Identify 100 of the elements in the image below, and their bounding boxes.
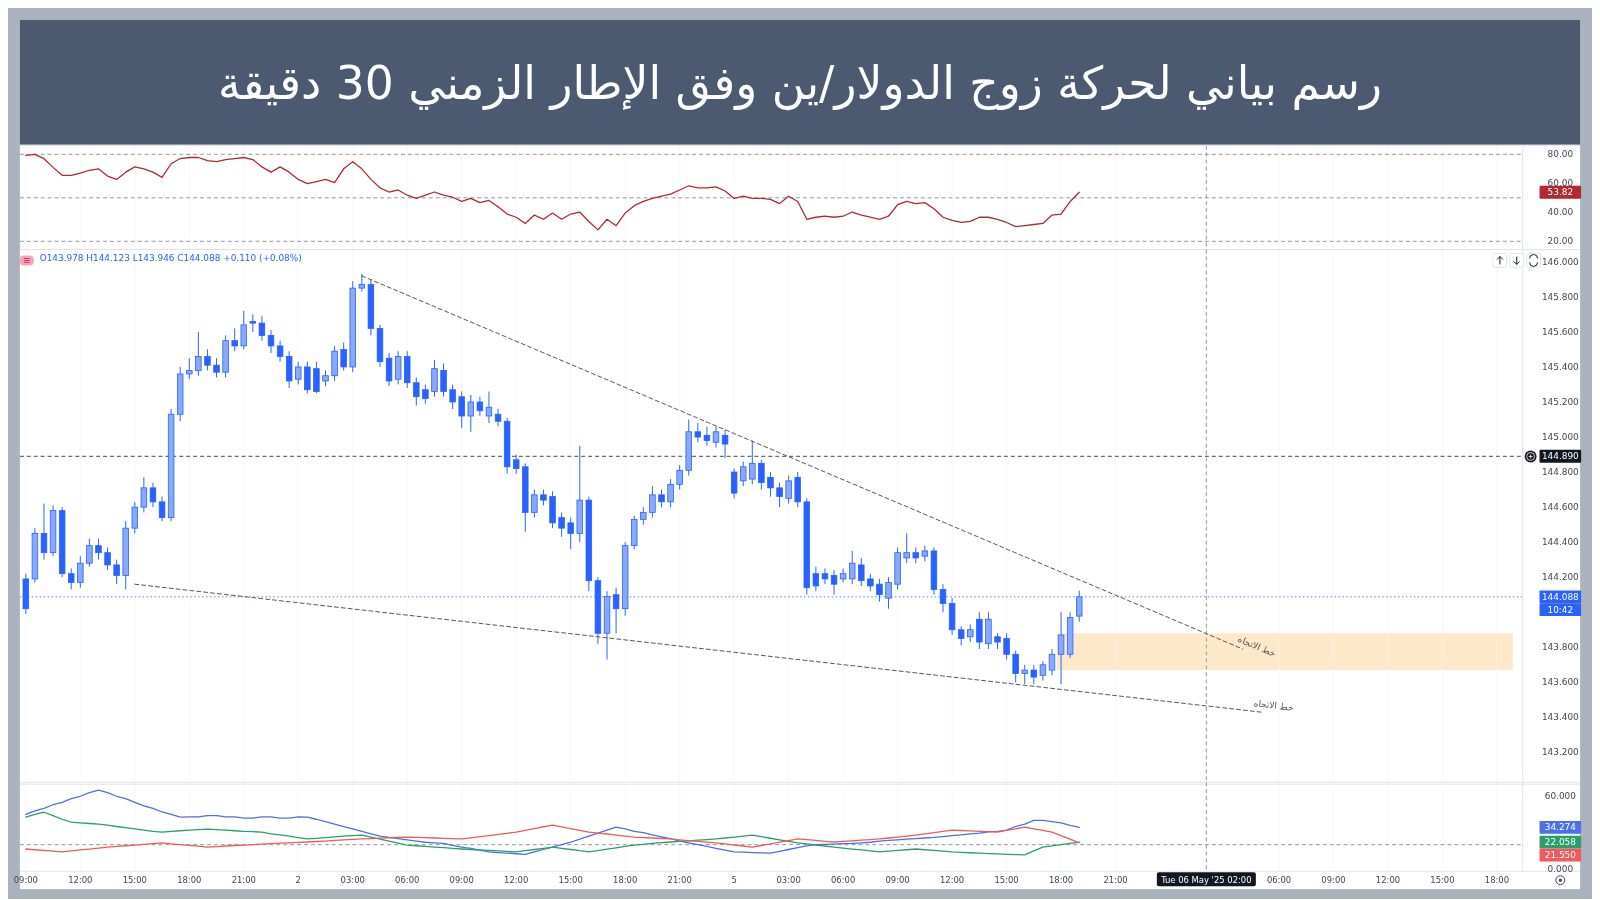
candlestick [104,546,111,571]
candlestick [476,396,484,417]
y-tick-label: 20.00 [1547,236,1574,247]
candlestick [1039,660,1047,682]
line-series [25,824,1080,853]
candlestick [667,478,674,508]
candlestick [295,361,302,385]
candlestick [195,331,202,377]
candlestick [821,567,829,585]
y-tick-label: 60.000 [1544,791,1577,802]
candlestick [140,476,148,513]
candlestick [512,454,520,475]
candlestick [1030,664,1038,685]
candlestick [957,625,965,647]
text: 34.274 [1544,822,1577,833]
candlestick [740,461,747,487]
candlestick [458,390,465,429]
y-tick-label: 143.400 [1541,712,1580,723]
candlestick [830,569,838,596]
candlestick [276,340,284,363]
candlestick [1003,632,1010,661]
y-tick-label: 40.00 [1547,207,1574,218]
x-tick-label: 15:00 [558,875,583,886]
candlestick [431,359,438,398]
x-tick-label: 15:00 [122,875,147,886]
candlestick [131,501,139,534]
x-tick-label: 18:00 [613,875,638,886]
candlestick [1057,611,1065,685]
x-tick-label: 18:00 [1048,875,1074,886]
candlestick [68,567,75,590]
candlestick [77,555,84,589]
x-tick-label: 06:00 [1266,875,1292,886]
candlestick [712,426,720,449]
x-tick-label: 5 [731,875,737,886]
candlestick [158,496,166,522]
y-tick-label: 80.00 [1547,149,1574,160]
candlestick [313,361,320,394]
text: 10:42 [1547,604,1574,615]
text: 22.058 [1544,837,1577,848]
candlestick [839,567,847,583]
x-tick-label: 09:00 [885,875,910,886]
y-tick-label: 144.600 [1541,502,1580,513]
ref-line-label: 144.088 [1541,591,1580,602]
candlestick [676,464,683,491]
candlestick [149,482,157,508]
text: 53.82 [1547,187,1574,198]
candlestick [939,583,947,613]
candlestick [758,459,765,491]
x-tick-label: 21:00 [1103,875,1128,886]
candlestick [231,327,238,352]
line-series [25,153,1080,231]
candlestick [785,475,792,505]
x-tick-label: Tue 06 May '25 02:00 [1160,874,1252,885]
x-tick-label: 06:00 [831,875,856,886]
x-tick-label: 15:00 [994,875,1019,886]
candlestick [40,503,48,561]
candlestick [385,352,393,387]
y-tick-label: 145.800 [1541,291,1580,302]
candlestick [976,611,983,650]
candlestick [213,357,220,378]
candlestick [340,341,347,371]
x-tick-label: 21:00 [231,875,256,886]
x-tick-label: 15:00 [1430,875,1455,886]
y-tick-label: 0.000 [1547,863,1574,874]
x-tick-label: 03:00 [340,875,365,886]
candlestick [494,408,502,428]
x-tick-label: 09:00 [1321,875,1346,886]
x-tick-label: 21:00 [667,875,692,886]
y-tick-label: 144.400 [1541,537,1580,548]
candlestick [204,348,211,371]
candlestick [485,390,493,424]
x-tick-label: 18:00 [177,875,202,886]
chart-title: رسم بياني لحركة زوج الدولار/ين وفق الإطار الزمني 30 دقيقة [218,57,1382,112]
candlestick [304,361,311,394]
x-tick-label: 03:00 [776,875,801,886]
x-tick-label: 12:00 [1375,875,1401,886]
x-tick-label: 12:00 [504,875,529,886]
candlestick [1048,648,1056,676]
x-tick-label: 09:00 [449,875,474,886]
text: خط الاتجاه [1253,698,1295,713]
candlestick [186,357,193,380]
candlestick [776,482,783,508]
candlestick [113,559,120,585]
y-tick-label: 144.200 [1541,572,1580,583]
x-tick-label: 06:00 [395,875,420,886]
text: 21.550 [1544,850,1577,861]
x-tick-label: 2 [295,875,301,886]
candlestick [767,471,774,498]
y-tick-label: 145.600 [1541,326,1580,337]
x-tick-label: 12:00 [68,875,93,886]
y-tick-label: 60.00 [1547,178,1574,189]
candlestick [812,566,820,592]
y-tick-label: 145.200 [1541,396,1580,407]
candlestick [848,550,856,585]
candlestick [95,538,102,561]
candlestick [240,310,247,350]
line-series [25,789,1080,855]
candlestick [258,315,266,342]
x-tick-label: 12:00 [939,875,965,886]
candlestick [422,383,429,405]
